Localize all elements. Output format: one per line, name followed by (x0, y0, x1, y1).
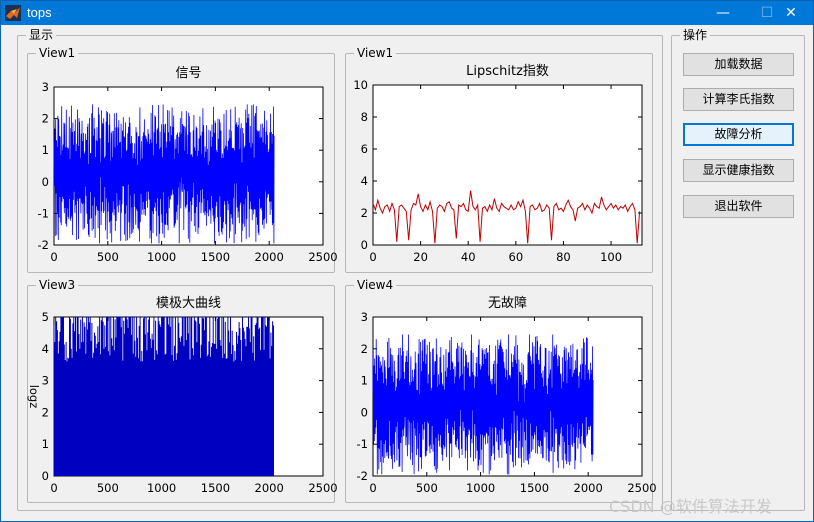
panel-label: View1 (36, 45, 79, 61)
x-tick-label: 0 (369, 250, 376, 264)
watermark: CSDN @软件算法开发 (609, 497, 772, 516)
y-tick-label: 1 (361, 374, 368, 388)
y-tick-label: 0 (42, 175, 49, 189)
x-tick-label: 500 (416, 481, 438, 495)
y-tick-label: -1 (38, 206, 49, 220)
x-tick-label: 0 (369, 481, 376, 495)
x-tick-label: 1000 (147, 481, 176, 495)
y-tick-label: 1 (42, 143, 49, 157)
series-bars (53, 317, 274, 476)
x-tick-label: 80 (556, 250, 571, 264)
y-axis-label: logz (27, 385, 41, 409)
x-tick-label: 40 (461, 250, 476, 264)
fault-analysis-button[interactable]: 故障分析 (683, 123, 794, 146)
y-tick-label: 1 (42, 437, 49, 451)
x-tick-label: 0 (50, 250, 57, 264)
display-group: 显示 (17, 27, 663, 511)
y-tick-label: -2 (357, 469, 368, 483)
minimize-button[interactable]: — (716, 5, 730, 21)
panel-view3-modulus: View3 (27, 277, 335, 503)
title-bar[interactable]: tops — ☐ ✕ (1, 1, 813, 25)
y-tick-label: 0 (361, 405, 368, 419)
panel-label: View4 (354, 277, 397, 293)
panel-view1-signal: View1 (27, 45, 335, 273)
series-line (53, 104, 275, 244)
panel-label: View1 (354, 45, 397, 61)
y-tick-label: 4 (361, 174, 368, 188)
y-tick-label: -1 (357, 437, 368, 451)
y-tick-label: 2 (42, 405, 49, 419)
x-tick-label: 1500 (201, 250, 230, 264)
panel-view4-nofault: View4 (345, 277, 653, 503)
y-tick-label: 8 (361, 110, 368, 124)
x-tick-label: 2500 (308, 250, 337, 264)
maximize-button[interactable]: ☐ (760, 5, 774, 21)
y-tick-label: 0 (361, 238, 368, 252)
y-tick-label: 6 (361, 142, 368, 156)
matlab-logo-icon (5, 5, 21, 21)
x-tick-label: 2500 (308, 481, 337, 495)
x-tick-label: 1500 (520, 481, 549, 495)
x-tick-label: 0 (50, 481, 57, 495)
x-tick-label: 500 (97, 481, 119, 495)
x-tick-label: 2000 (574, 481, 603, 495)
load-data-button[interactable]: 加载数据 (683, 53, 794, 76)
y-tick-label: 3 (42, 374, 49, 388)
window-title: tops (27, 5, 52, 20)
y-tick-label: 10 (353, 78, 368, 92)
y-tick-label: 5 (42, 310, 49, 324)
compute-lipschitz-button[interactable]: 计算李氏指数 (683, 88, 794, 111)
y-tick-label: 0 (42, 469, 49, 483)
chart-title: Lipschitz指数 (466, 64, 549, 79)
y-tick-label: 2 (361, 342, 368, 356)
chart-title: 信号 (175, 66, 201, 81)
x-tick-label: 2000 (255, 250, 284, 264)
close-button[interactable]: ✕ (785, 5, 797, 21)
x-tick-label: 1000 (147, 250, 176, 264)
exit-software-button[interactable]: 退出软件 (683, 195, 794, 218)
chart-title: 无故障 (488, 296, 527, 311)
y-tick-label: 2 (42, 112, 49, 126)
x-tick-label: 20 (413, 250, 428, 264)
y-tick-label: 4 (42, 342, 49, 356)
x-tick-label: 60 (509, 250, 524, 264)
panel-label: View3 (36, 277, 79, 293)
series-line (372, 334, 594, 475)
panel-view1-lipschitz: View1 (345, 45, 653, 273)
series-line (372, 190, 641, 244)
y-tick-label: 3 (42, 80, 49, 94)
axes-box (372, 84, 643, 246)
show-health-index-button[interactable]: 显示健康指数 (683, 159, 794, 182)
y-tick-label: 3 (361, 310, 368, 324)
x-tick-label: 1500 (201, 481, 230, 495)
operations-group: 操作 (671, 27, 805, 511)
y-tick-label: 2 (361, 206, 368, 220)
x-tick-label: 2000 (255, 481, 284, 495)
operations-group-label: 操作 (680, 27, 711, 43)
display-group-label: 显示 (26, 27, 57, 43)
x-tick-label: 500 (97, 250, 119, 264)
x-tick-label: 2500 (627, 481, 656, 495)
chart-title: 模极大曲线 (156, 296, 221, 311)
y-tick-label: -2 (38, 238, 49, 252)
x-tick-label: 1000 (466, 481, 495, 495)
x-tick-label: 100 (600, 250, 622, 264)
